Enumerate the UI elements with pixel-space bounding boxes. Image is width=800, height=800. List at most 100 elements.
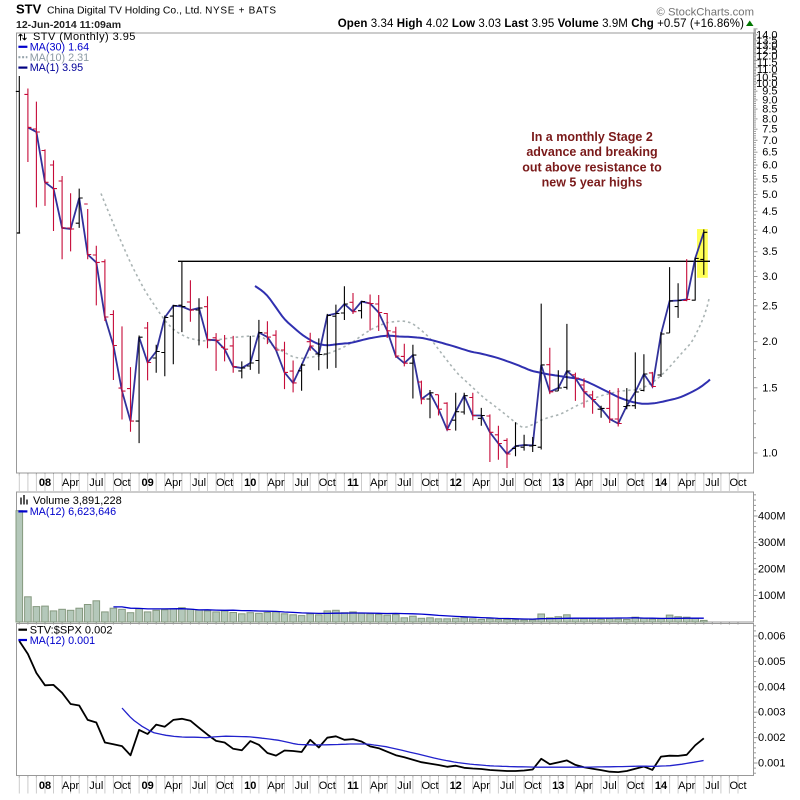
svg-text:Apr: Apr	[575, 477, 592, 489]
svg-text:Oct: Oct	[421, 780, 438, 792]
svg-text:MA(1) 3.95: MA(1) 3.95	[30, 62, 83, 74]
svg-text:Apr: Apr	[575, 780, 592, 792]
svg-text:Apr: Apr	[165, 477, 182, 489]
svg-text:400M: 400M	[758, 511, 786, 523]
svg-text:5.5: 5.5	[762, 174, 777, 186]
svg-text:6.0: 6.0	[762, 160, 777, 172]
svg-text:12: 12	[450, 780, 462, 792]
svg-text:0.002: 0.002	[758, 732, 786, 744]
svg-text:Open 3.34 High 4.02 Low 3.03 L: Open 3.34 High 4.02 Low 3.03 Last 3.95 V…	[338, 18, 744, 30]
svg-text:Apr: Apr	[62, 780, 79, 792]
svg-text:Apr: Apr	[370, 477, 387, 489]
svg-text:200M: 200M	[758, 564, 786, 576]
svg-text:Apr: Apr	[267, 780, 284, 792]
svg-text:STV: STV	[16, 2, 42, 17]
svg-text:6.5: 6.5	[762, 147, 777, 159]
svg-text:0.004: 0.004	[758, 681, 786, 693]
svg-text:9.0: 9.0	[762, 94, 777, 106]
svg-text:Jul: Jul	[295, 780, 309, 792]
svg-text:3.5: 3.5	[762, 246, 777, 258]
svg-text:13.5: 13.5	[756, 35, 777, 47]
svg-text:Jul: Jul	[603, 780, 617, 792]
svg-text:out above resistance to: out above resistance to	[522, 160, 662, 174]
svg-text:Apr: Apr	[267, 477, 284, 489]
svg-text:4.0: 4.0	[762, 225, 777, 237]
svg-text:Oct: Oct	[729, 780, 746, 792]
svg-text:Apr: Apr	[370, 780, 387, 792]
svg-text:12-Jun-2014 11:09am: 12-Jun-2014 11:09am	[16, 19, 121, 31]
svg-text:Apr: Apr	[62, 477, 79, 489]
svg-text:7.5: 7.5	[762, 124, 777, 136]
svg-text:11.0: 11.0	[757, 64, 778, 76]
svg-text:Oct: Oct	[113, 477, 130, 489]
svg-text:Oct: Oct	[729, 477, 746, 489]
svg-text:Jul: Jul	[89, 477, 103, 489]
svg-text:Oct: Oct	[524, 477, 541, 489]
svg-text:Oct: Oct	[421, 477, 438, 489]
svg-text:China Digital TV Holding Co.,: China Digital TV Holding Co., Ltd. NYSE …	[47, 6, 277, 17]
svg-text:Apr: Apr	[473, 780, 490, 792]
svg-text:11: 11	[347, 477, 359, 489]
svg-text:Oct: Oct	[216, 780, 233, 792]
svg-text:0.001: 0.001	[758, 758, 786, 770]
svg-text:MA(12) 6,623,646: MA(12) 6,623,646	[30, 506, 116, 518]
svg-text:13.0: 13.0	[756, 40, 777, 52]
svg-text:08: 08	[39, 780, 51, 792]
svg-text:09: 09	[141, 477, 153, 489]
svg-text:MA(30) 1.64: MA(30) 1.64	[30, 41, 89, 53]
svg-text:2.0: 2.0	[762, 336, 777, 348]
svg-text:Apr: Apr	[473, 477, 490, 489]
svg-text:Jul: Jul	[397, 477, 411, 489]
svg-text:8.5: 8.5	[762, 104, 777, 116]
svg-text:10: 10	[244, 780, 256, 792]
svg-text:Jul: Jul	[500, 780, 514, 792]
svg-text:Jul: Jul	[705, 477, 719, 489]
svg-text:Jul: Jul	[603, 477, 617, 489]
svg-text:MA(12) 0.001: MA(12) 0.001	[30, 635, 95, 647]
svg-text:Jul: Jul	[500, 477, 514, 489]
svg-text:2.5: 2.5	[762, 300, 777, 312]
svg-text:Oct: Oct	[627, 477, 644, 489]
svg-text:© StockCharts.com: © StockCharts.com	[657, 7, 754, 19]
svg-text:Jul: Jul	[89, 780, 103, 792]
svg-text:7.0: 7.0	[762, 135, 777, 147]
svg-text:Oct: Oct	[113, 780, 130, 792]
svg-text:new 5 year highs: new 5 year highs	[542, 176, 643, 190]
svg-text:Volume 3,891,228: Volume 3,891,228	[33, 495, 122, 507]
svg-text:12: 12	[450, 477, 462, 489]
svg-text:Apr: Apr	[678, 780, 695, 792]
svg-text:STV:$SPX 0.002: STV:$SPX 0.002	[30, 625, 113, 637]
svg-text:300M: 300M	[758, 537, 786, 549]
svg-text:14.0: 14.0	[756, 29, 777, 41]
svg-text:8.0: 8.0	[762, 113, 777, 125]
svg-text:13: 13	[552, 780, 564, 792]
svg-text:Oct: Oct	[216, 477, 233, 489]
svg-text:0.006: 0.006	[758, 631, 786, 643]
svg-text:08: 08	[39, 477, 51, 489]
svg-text:10.0: 10.0	[756, 78, 777, 90]
svg-text:0.005: 0.005	[758, 656, 786, 668]
svg-text:10.5: 10.5	[756, 72, 777, 84]
svg-text:5.0: 5.0	[762, 189, 777, 201]
svg-text:STV (Monthly) 3.95: STV (Monthly) 3.95	[33, 31, 136, 43]
svg-text:12.0: 12.0	[756, 50, 777, 62]
svg-text:Jul: Jul	[397, 780, 411, 792]
svg-text:4.5: 4.5	[762, 206, 777, 218]
svg-text:9.5: 9.5	[762, 86, 777, 98]
svg-text:advance and breaking: advance and breaking	[526, 145, 657, 159]
svg-text:0.003: 0.003	[758, 707, 786, 719]
svg-text:3.0: 3.0	[762, 271, 777, 283]
svg-text:10: 10	[244, 477, 256, 489]
svg-text:1.5: 1.5	[762, 382, 777, 394]
svg-text:12.5: 12.5	[756, 45, 777, 57]
svg-text:Jul: Jul	[705, 780, 719, 792]
svg-text:100M: 100M	[758, 590, 786, 602]
svg-text:13: 13	[552, 477, 564, 489]
svg-text:11.5: 11.5	[757, 57, 778, 69]
svg-text:Oct: Oct	[627, 780, 644, 792]
svg-text:Apr: Apr	[165, 780, 182, 792]
svg-text:14: 14	[655, 780, 668, 792]
svg-text:In a monthly Stage 2: In a monthly Stage 2	[531, 130, 653, 144]
svg-text:MA(10) 2.31: MA(10) 2.31	[30, 52, 89, 64]
svg-text:11: 11	[347, 780, 359, 792]
